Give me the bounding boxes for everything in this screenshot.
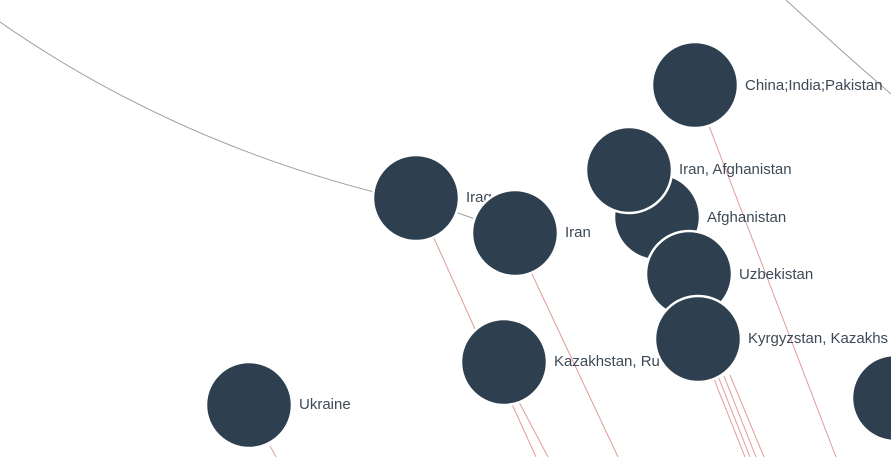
node-label: Kazakhstan, Ru: [554, 353, 660, 370]
edge-kyrgyzstan-down-d: [729, 374, 765, 457]
node-label: Afghanistan: [707, 209, 786, 226]
edge-iraq-down: [432, 235, 481, 341]
node-circle[interactable]: [584, 125, 674, 215]
edge-kyrgyzstan-down-a: [711, 373, 746, 457]
node-circle[interactable]: [204, 360, 294, 450]
node-label: China;India;Pakistan: [745, 77, 883, 94]
node-label: Iran: [565, 224, 591, 241]
node-circle[interactable]: [459, 317, 549, 407]
edge-ukraine-down: [269, 445, 277, 457]
node-label: Ukraine: [299, 396, 351, 413]
node-circle[interactable]: [653, 294, 743, 384]
edge-kyrgyzstan-down-c: [723, 375, 757, 457]
arc-edge-left: [0, 21, 379, 194]
node-circle[interactable]: [470, 188, 560, 278]
node-circle[interactable]: [650, 40, 740, 130]
node-circle[interactable]: [850, 353, 891, 443]
node-iran-afghanistan[interactable]: Iran, Afghanistan: [584, 125, 792, 215]
edge-kyrgyzstan-down-b: [717, 375, 751, 457]
node-uzbekistan[interactable]: Uzbekistan: [644, 229, 813, 319]
node-ukraine[interactable]: Ukraine: [204, 360, 351, 450]
node-kyrgyzstan-kazakhs[interactable]: Kyrgyzstan, Kazakhs: [653, 294, 888, 384]
node-offscreen-right[interactable]: [850, 353, 891, 443]
node-iran[interactable]: Iran: [470, 188, 591, 278]
node-kazakhstan-ru[interactable]: Kazakhstan, Ru: [459, 317, 660, 407]
node-label: Uzbekistan: [739, 266, 813, 283]
node-label: Kyrgyzstan, Kazakhs: [748, 330, 888, 347]
edge-iran-down: [530, 271, 619, 457]
red-edges: [269, 125, 837, 457]
arc-edge-top-right: [785, 0, 891, 95]
node-circle[interactable]: [371, 153, 461, 243]
node-china-india-pakistan[interactable]: China;India;Pakistan: [650, 40, 883, 130]
edge-kazakhstan-down-b: [518, 401, 549, 457]
edge-kazakhstan-down-a: [510, 401, 537, 457]
node-label: Iran, Afghanistan: [679, 161, 792, 178]
edge-china-down: [708, 125, 837, 457]
